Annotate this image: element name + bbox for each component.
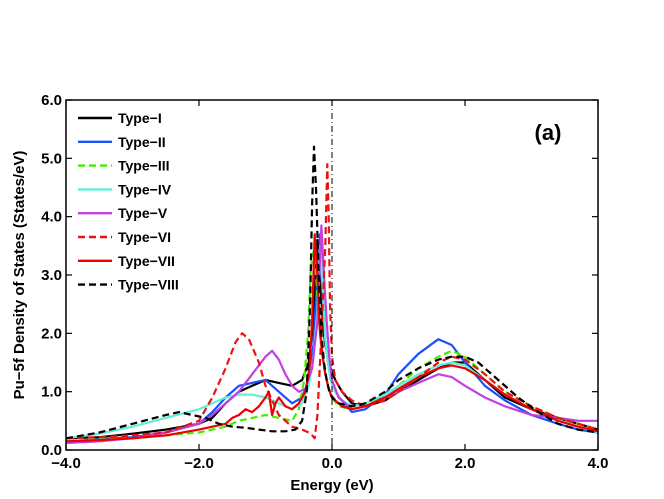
legend-label-7: Type−VII	[118, 253, 175, 269]
panel-label: (a)	[535, 120, 562, 145]
x-tick-label: −2.0	[184, 455, 214, 472]
legend-label-5: Type−V	[118, 205, 168, 221]
legend-label-4: Type−IV	[118, 181, 172, 197]
legend-label-2: Type−II	[118, 134, 166, 150]
y-tick-label: 6.0	[41, 92, 62, 109]
axis-ticks: −4.0 −2.0 0.0 2.0 4.0 0.0 1.0 2.0 3.0 4.0 5.0 6.0	[41, 92, 608, 472]
series-line-6	[65, 163, 599, 440]
legend-label-6: Type−VI	[118, 229, 171, 245]
y-axis-title: Pu−5f Density of States (States/eV)	[11, 151, 28, 400]
legend-label-8: Type−VIII	[118, 277, 179, 293]
x-tick-label: 2.0	[455, 455, 476, 472]
legend-label-1: Type−I	[118, 110, 162, 126]
plot-lines	[65, 145, 599, 445]
x-tick-label: 4.0	[588, 455, 609, 472]
y-tick-label: 3.0	[41, 267, 62, 284]
y-tick-label: 1.0	[41, 384, 62, 401]
y-tick-label: 4.0	[41, 209, 62, 226]
x-tick-label: 0.0	[322, 455, 343, 472]
series-line-5	[65, 224, 598, 445]
x-tick-label: −4.0	[51, 455, 81, 472]
y-tick-label: 5.0	[41, 150, 62, 167]
y-tick-label: 2.0	[41, 325, 62, 342]
x-axis-title: Energy (eV)	[290, 477, 373, 494]
legend: Type−I Type−II Type−III Type−IV Type−V Type−V…	[78, 110, 179, 293]
y-tick-label: 0.0	[41, 442, 62, 459]
legend-label-3: Type−III	[118, 158, 169, 174]
series-line-7	[65, 233, 599, 443]
series-line-8	[65, 145, 599, 440]
series-line-4	[65, 244, 599, 440]
series-line-3	[65, 250, 599, 443]
